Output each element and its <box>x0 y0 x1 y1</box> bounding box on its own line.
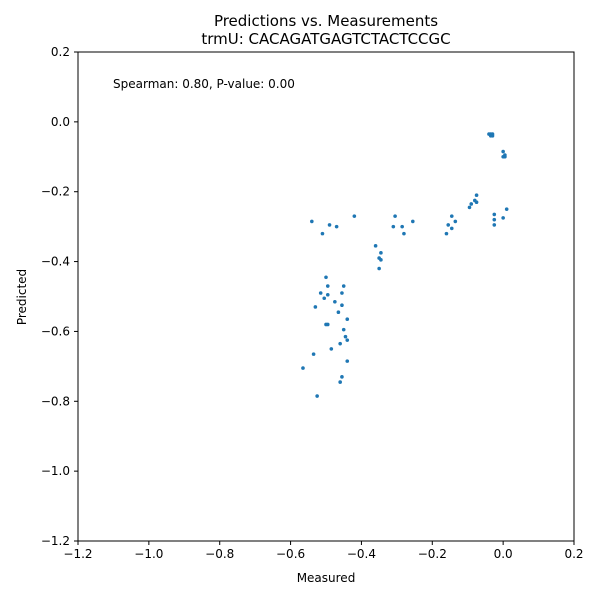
data-point <box>338 380 342 384</box>
data-point <box>301 366 305 370</box>
x-axis-label: Measured <box>297 571 356 585</box>
data-point <box>469 202 474 206</box>
x-tick-label: −0.2 <box>418 547 447 561</box>
data-point <box>322 296 327 301</box>
data-point <box>341 327 346 332</box>
data-point <box>324 275 328 280</box>
data-point <box>345 359 350 363</box>
data-point <box>345 317 350 322</box>
data-point <box>343 334 348 339</box>
x-tick-label: 0.0 <box>494 547 513 561</box>
y-tick-label: 0.2 <box>51 45 70 59</box>
y-tick-label: −1.0 <box>41 464 70 478</box>
data-point <box>327 223 332 227</box>
data-point <box>474 200 479 204</box>
data-point <box>340 291 344 295</box>
data-point <box>453 219 458 224</box>
data-point <box>444 231 449 236</box>
data-point <box>336 310 341 315</box>
x-tick-label: −0.8 <box>205 547 234 561</box>
data-point <box>320 231 325 236</box>
data-point <box>379 251 383 255</box>
chart-subtitle: trmU: CACAGATGAGTCTACTCCGC <box>201 30 450 48</box>
data-point <box>492 217 497 222</box>
y-tick-label: −0.6 <box>41 324 70 338</box>
y-tick-label: 0.0 <box>51 115 70 129</box>
scatter-points <box>301 132 509 398</box>
data-point <box>310 219 314 224</box>
x-tick-label: −1.0 <box>134 547 163 561</box>
data-point <box>492 223 497 227</box>
data-point <box>313 305 318 309</box>
chart-title: Predictions vs. Measurements <box>214 12 438 30</box>
data-point <box>400 224 404 229</box>
data-point <box>340 303 344 308</box>
data-point <box>377 266 381 271</box>
data-point <box>393 214 397 218</box>
data-point <box>501 149 505 154</box>
data-point <box>492 212 497 217</box>
data-point <box>449 226 454 231</box>
data-point <box>315 394 319 398</box>
data-point <box>334 224 339 229</box>
y-tick-label: −0.4 <box>41 255 70 269</box>
y-tick-label: −1.2 <box>41 534 70 548</box>
data-point <box>338 341 342 346</box>
data-point <box>411 219 415 224</box>
data-point <box>501 216 505 220</box>
x-tick-label: −0.6 <box>276 547 305 561</box>
plot-frame <box>77 51 575 542</box>
data-point <box>449 214 454 218</box>
y-tick-label: −0.8 <box>41 394 70 408</box>
data-point <box>373 244 378 248</box>
data-point <box>467 205 472 210</box>
data-point <box>501 154 505 159</box>
data-point <box>325 292 330 297</box>
data-point <box>340 375 344 379</box>
data-point <box>341 284 346 288</box>
x-tick-label: −0.4 <box>347 547 376 561</box>
data-point <box>318 291 323 295</box>
x-tick-label: 0.2 <box>564 547 583 561</box>
data-point <box>325 322 330 327</box>
y-axis-label: Predicted <box>15 269 29 325</box>
data-point <box>391 224 396 229</box>
data-point <box>352 214 357 218</box>
data-point <box>379 258 383 262</box>
y-tick-label: −0.2 <box>41 185 70 199</box>
data-point <box>474 193 479 198</box>
data-point <box>345 338 350 342</box>
data-point <box>446 223 451 227</box>
data-point <box>402 231 406 236</box>
data-point <box>333 299 337 304</box>
x-axis-ticks: −1.2 −1.0 −0.8 −0.6 −0.4 −0.2 0.0 0.2 <box>63 541 584 561</box>
y-axis-ticks: −1.2 −1.0 −0.8 −0.6 −0.4 −0.2 0.0 0.2 <box>41 45 78 548</box>
data-point <box>325 284 330 288</box>
data-point <box>311 352 316 356</box>
spearman-annotation: Spearman: 0.80, P-value: 0.00 <box>113 77 295 91</box>
x-tick-label: −1.2 <box>63 547 92 561</box>
data-point <box>490 134 495 138</box>
data-point <box>504 207 509 211</box>
data-point <box>329 347 334 351</box>
